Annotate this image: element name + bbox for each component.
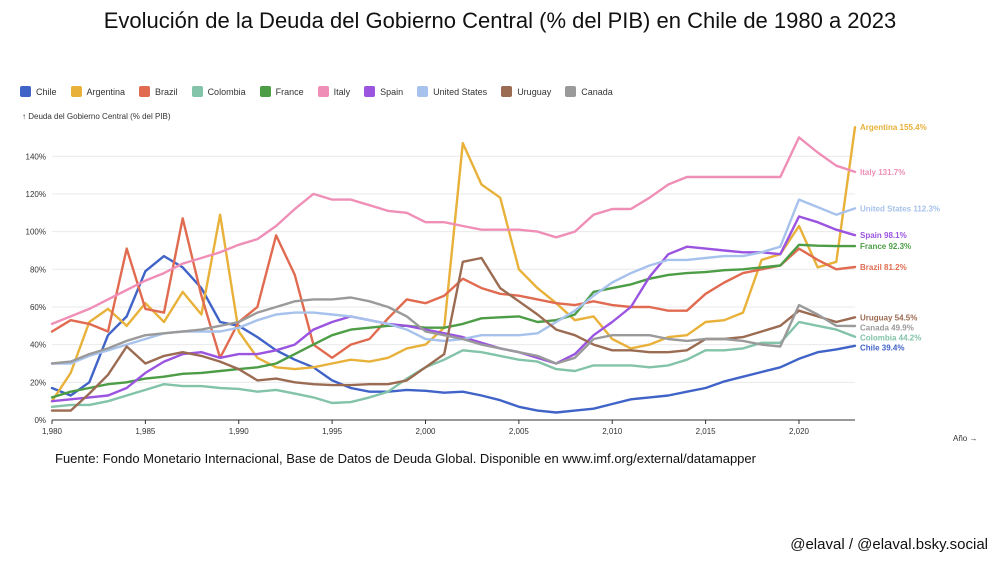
source-note: Fuente: Fondo Monetario Internacional, B… [55, 451, 756, 466]
legend-swatch [317, 86, 329, 97]
legend-swatch [364, 86, 376, 97]
legend-swatch [139, 86, 151, 97]
x-tick-label: 2,010 [602, 427, 623, 436]
y-tick-label: 100% [26, 228, 46, 237]
legend-swatch [191, 86, 203, 97]
y-tick-label: 80% [30, 265, 46, 274]
legend-item-italy: Italy [317, 86, 351, 97]
y-tick-label: 60% [30, 303, 46, 312]
end-label-chile: Chile 39.4% [860, 343, 904, 352]
end-label-spain: Spain 98.1% [860, 231, 907, 240]
x-axis-label: Año → [953, 434, 977, 443]
end-label-canada: Canada 49.9% [860, 323, 914, 332]
legend-item-chile: Chile [20, 86, 57, 97]
series-line-argentina [50, 125, 857, 403]
series-line-italy [50, 136, 857, 326]
legend-label: France [275, 86, 304, 97]
series-line-chile [50, 254, 857, 414]
legend-item-united-states: United States [417, 86, 487, 97]
legend-swatch [501, 86, 513, 97]
y-tick-label: 40% [30, 341, 46, 350]
legend-label: Brazil [155, 86, 178, 97]
legend-swatch [70, 86, 82, 97]
legend-item-argentina: Argentina [70, 86, 126, 97]
legend-label: Argentina [86, 86, 126, 97]
series-line-canada [50, 296, 857, 365]
x-tick-label: 2,020 [789, 427, 810, 436]
x-tick-label: 1,985 [135, 427, 156, 436]
x-tick-label: 1,995 [322, 427, 343, 436]
legend-item-colombia: Colombia [191, 86, 246, 97]
legend-item-spain: Spain [364, 86, 403, 97]
y-tick-label: 20% [30, 378, 46, 387]
series-line-colombia [50, 320, 857, 408]
end-label-colombia: Colombia 44.2% [860, 333, 921, 342]
y-tick-label: 0% [34, 416, 46, 425]
x-tick-label: 2,005 [509, 427, 530, 436]
legend-item-canada: Canada [565, 86, 613, 97]
legend-item-uruguay: Uruguay [501, 86, 551, 97]
x-tick-label: 1,980 [42, 427, 63, 436]
legend-swatch [20, 86, 31, 97]
legend-item-brazil: Brazil [139, 86, 178, 97]
series-line-brazil [50, 217, 857, 359]
end-label-uruguay: Uruguay 54.5% [860, 313, 917, 322]
legend-label: Chile [36, 86, 57, 97]
x-tick-label: 2,000 [415, 427, 436, 436]
legend-label: Italy [333, 86, 351, 97]
legend-swatch [417, 86, 429, 97]
series-line-france [50, 243, 857, 399]
author-credit: @elaval / @elaval.bsky.social [790, 536, 988, 553]
chart-title: Evolución de la Deuda del Gobierno Centr… [103, 8, 897, 33]
end-label-united-states: United States 112.3% [860, 204, 940, 213]
legend-label: Uruguay [517, 86, 552, 97]
end-label-italy: Italy 131.7% [860, 168, 905, 177]
end-label-brazil: Brazil 81.2% [860, 263, 907, 272]
legend-label: Colombia [207, 86, 246, 97]
legend-swatch [565, 86, 577, 97]
legend: Chile Argentina Brazil Colombia France Italy S… [20, 86, 627, 97]
end-label-france: France 92.3% [860, 242, 911, 251]
end-label-argentina: Argentina 155.4% [860, 123, 927, 132]
x-tick-label: 2,015 [696, 427, 717, 436]
legend-swatch [259, 86, 271, 97]
y-tick-label: 120% [26, 190, 46, 199]
legend-item-france: France [259, 86, 304, 97]
y-axis-label: ↑ Deuda del Gobierno Central (% del PIB) [22, 112, 171, 121]
legend-label: Canada [581, 86, 613, 97]
y-tick-label: 140% [26, 152, 46, 161]
x-tick-label: 1,990 [229, 427, 250, 436]
legend-label: United States [433, 86, 488, 97]
legend-label: Spain [380, 86, 404, 97]
